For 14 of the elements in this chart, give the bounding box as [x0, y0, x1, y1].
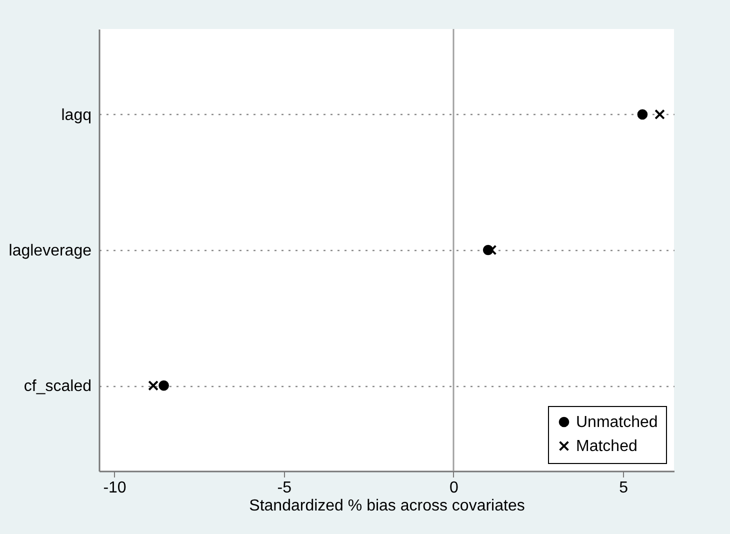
- point: [654, 109, 665, 120]
- y-tick-label: lagq: [61, 106, 92, 124]
- x-tick-label: -5: [277, 480, 292, 496]
- x-tick-label: -10: [103, 480, 126, 496]
- x-tick-label: 0: [450, 480, 459, 496]
- x-tick-label: 5: [619, 480, 628, 496]
- point: [637, 109, 648, 120]
- y-tick-label: lagleverage: [8, 242, 92, 260]
- legend-label: Matched: [576, 438, 638, 455]
- point: [158, 380, 169, 391]
- point: [148, 380, 158, 391]
- y-tick-label: cf_scaled: [24, 378, 92, 396]
- x-axis-title: Standardized % bias across covariates: [249, 498, 525, 514]
- legend-label: Unmatched: [576, 414, 658, 431]
